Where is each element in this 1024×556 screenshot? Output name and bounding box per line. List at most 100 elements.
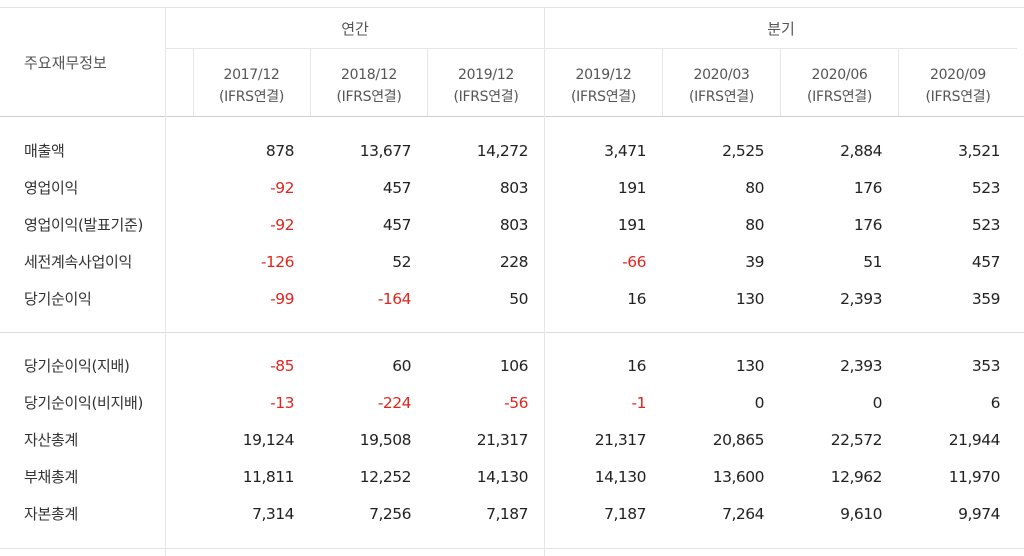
table-row: 당기순이익(비지배) -13 -224 -56 -1 0 0 6 (0, 385, 1024, 422)
table-cell: 21,944 (948, 431, 1001, 449)
top-rule (0, 7, 1024, 8)
table-row: 영업이익 -92 457 803 191 80 176 523 (0, 170, 1024, 207)
table-cell: 9,610 (840, 505, 882, 523)
table-cell: 176 (853, 179, 883, 197)
table-cell: 51 (863, 253, 882, 271)
table-cell: 22,572 (830, 431, 883, 449)
table-cell: 7,264 (722, 505, 764, 523)
period-divider (898, 49, 899, 116)
table-row: 부채총계 11,811 12,252 14,130 14,130 13,600 12,962… (0, 459, 1024, 496)
table-cell: 523 (971, 216, 1001, 234)
period-basis: (IFRS연결) (925, 89, 991, 105)
table-cell: -92 (270, 179, 294, 197)
table-cell: 191 (617, 216, 647, 234)
group-rule (166, 48, 1017, 49)
period-header: 2020/09 (IFRS연결) (899, 56, 1017, 116)
table-row: 자본총계 7,314 7,256 7,187 7,187 7,264 9,610 9,974 (0, 496, 1024, 533)
table-cell: 803 (499, 216, 529, 234)
period-date: 2020/03 (693, 67, 750, 83)
period-divider (780, 49, 781, 116)
table-cell: -13 (270, 394, 294, 412)
table-cell: 80 (745, 179, 764, 197)
table-cell: 13,677 (359, 142, 412, 160)
table-cell: -85 (270, 357, 294, 375)
table-cell: 457 (971, 253, 1001, 271)
table-cell: 457 (382, 179, 412, 197)
table-cell: 14,130 (594, 468, 647, 486)
period-basis: (IFRS연결) (453, 89, 519, 105)
table-cell: 50 (509, 290, 528, 308)
table-cell: 457 (382, 216, 412, 234)
period-basis: (IFRS연결) (336, 89, 402, 105)
bottom-rule (0, 548, 1024, 549)
table-cell: 21,317 (594, 431, 647, 449)
table-cell: 878 (265, 142, 295, 160)
table-cell: -126 (260, 253, 295, 271)
table-cell: 14,130 (476, 468, 529, 486)
table-cell: 7,187 (604, 505, 646, 523)
table-cell: 13,600 (712, 468, 765, 486)
row-label: 영업이익 (24, 179, 79, 197)
row-label: 영업이익(발표기준) (24, 216, 144, 234)
table-cell: 2,884 (840, 142, 882, 160)
period-basis: (IFRS연결) (688, 89, 755, 105)
table-row: 당기순이익(지배) -85 60 106 16 130 2,393 353 (0, 348, 1024, 385)
table-cell: -224 (377, 394, 412, 412)
period-date: 2017/12 (223, 67, 280, 83)
period-date: 2019/12 (575, 67, 632, 83)
row-label: 세전계속사업이익 (24, 253, 133, 271)
period-header: 2019/12 (IFRS연결) (428, 56, 544, 116)
table-cell: 0 (872, 394, 883, 412)
table-cell: 60 (392, 357, 411, 375)
table-cell: 2,393 (840, 290, 882, 308)
table-cell: 2,393 (840, 357, 882, 375)
table-cell: 16 (627, 290, 646, 308)
row-label: 부채총계 (24, 468, 79, 486)
table-cell: 16 (627, 357, 646, 375)
table-cell: 11,970 (948, 468, 1001, 486)
period-basis: (IFRS연결) (806, 89, 873, 105)
table-cell: 7,187 (486, 505, 528, 523)
table-cell: -56 (504, 394, 528, 412)
group-header-annual: 연간 (341, 19, 369, 38)
table-cell: 21,317 (476, 431, 529, 449)
table-cell: 19,124 (242, 431, 295, 449)
period-divider (427, 49, 428, 116)
table-title: 주요재무정보 (24, 53, 107, 72)
row-label: 자본총계 (24, 505, 79, 523)
table-cell: 19,508 (359, 431, 412, 449)
period-divider (310, 49, 311, 116)
table-cell: 130 (735, 290, 765, 308)
period-date: 2019/12 (457, 67, 515, 83)
table-cell: 0 (754, 394, 765, 412)
table-cell: 12,252 (359, 468, 412, 486)
period-header: 2020/06 (IFRS연결) (781, 56, 898, 116)
period-divider (193, 49, 194, 116)
table-cell: 80 (745, 216, 764, 234)
table-cell: 803 (499, 179, 529, 197)
row-label: 당기순이익 (24, 290, 92, 308)
table-cell: 7,314 (252, 505, 294, 523)
table-cell: 3,471 (604, 142, 646, 160)
table-cell: 2,525 (722, 142, 764, 160)
table-row: 당기순이익 -99 -164 50 16 130 2,393 359 (0, 281, 1024, 318)
table-cell: 52 (392, 253, 411, 271)
table-cell: 130 (735, 357, 765, 375)
table-row: 매출액 878 13,677 14,272 3,471 2,525 2,884 3,521 (0, 133, 1024, 170)
table-cell: 14,272 (476, 142, 529, 160)
group-divider (544, 8, 545, 556)
table-cell: 176 (853, 216, 883, 234)
table-cell: -164 (377, 290, 412, 308)
table-row: 영업이익(발표기준) -92 457 803 191 80 176 523 (0, 207, 1024, 244)
table-cell: 11,811 (242, 468, 295, 486)
table-cell: 353 (971, 357, 1001, 375)
row-label: 매출액 (24, 142, 65, 160)
table-cell: 523 (971, 179, 1001, 197)
table-cell: -92 (270, 216, 294, 234)
title-divider (165, 8, 166, 556)
table-cell: 12,962 (830, 468, 883, 486)
table-cell: -99 (270, 290, 294, 308)
row-label: 당기순이익(지배) (24, 357, 130, 375)
table-cell: 9,974 (958, 505, 1000, 523)
table-row: 자산총계 19,124 19,508 21,317 21,317 20,865 22,572… (0, 422, 1024, 459)
